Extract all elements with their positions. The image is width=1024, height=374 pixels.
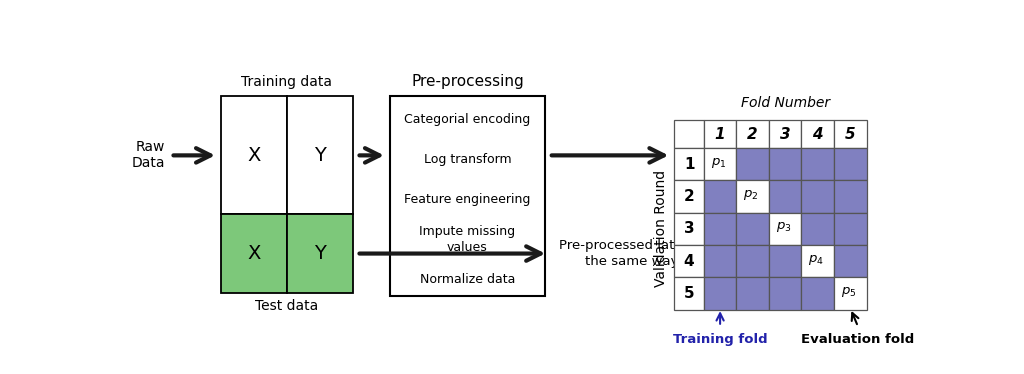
Bar: [736, 120, 769, 148]
Bar: [736, 278, 769, 310]
Text: Pre-processed later in
the same way: Pre-processed later in the same way: [559, 239, 705, 268]
Bar: [834, 180, 866, 213]
Text: 5: 5: [845, 127, 856, 142]
Text: Test data: Test data: [255, 299, 318, 313]
Bar: [769, 278, 802, 310]
Bar: [802, 213, 834, 245]
Bar: [675, 245, 703, 278]
Text: Raw
Data: Raw Data: [132, 140, 165, 171]
Text: Evaluation fold: Evaluation fold: [802, 333, 914, 346]
Bar: [736, 245, 769, 278]
Bar: [221, 96, 287, 214]
Text: Training fold: Training fold: [673, 333, 767, 346]
Bar: [802, 120, 834, 148]
Text: $p_4$: $p_4$: [808, 252, 824, 267]
Bar: [675, 213, 703, 245]
Text: 2: 2: [748, 127, 758, 142]
Text: 1: 1: [684, 157, 694, 172]
Bar: [703, 120, 736, 148]
Bar: [834, 245, 866, 278]
Text: $p_1$: $p_1$: [711, 156, 726, 170]
Bar: [834, 213, 866, 245]
Bar: [287, 96, 352, 214]
Text: 3: 3: [780, 127, 791, 142]
Text: Categorial encoding: Categorial encoding: [404, 113, 530, 126]
Bar: [736, 180, 769, 213]
Bar: [802, 278, 834, 310]
Text: 2: 2: [684, 189, 694, 204]
Bar: [221, 214, 287, 293]
Bar: [834, 278, 866, 310]
Text: $p_5$: $p_5$: [841, 285, 856, 299]
Bar: [834, 120, 866, 148]
Text: 4: 4: [812, 127, 823, 142]
Text: Training data: Training data: [242, 75, 333, 89]
Text: Impute missing
values: Impute missing values: [420, 226, 515, 254]
Bar: [390, 96, 545, 296]
Bar: [769, 120, 802, 148]
Bar: [703, 245, 736, 278]
Bar: [769, 180, 802, 213]
Bar: [703, 180, 736, 213]
Text: X: X: [247, 244, 261, 263]
Bar: [769, 213, 802, 245]
Text: 5: 5: [684, 286, 694, 301]
Text: 3: 3: [684, 221, 694, 236]
Bar: [703, 213, 736, 245]
Text: X: X: [247, 146, 261, 165]
Bar: [703, 278, 736, 310]
Text: Normalize data: Normalize data: [420, 273, 515, 286]
Text: 1: 1: [715, 127, 725, 142]
Bar: [769, 245, 802, 278]
Bar: [802, 245, 834, 278]
Text: Fold Number: Fold Number: [740, 96, 829, 110]
Bar: [675, 120, 703, 148]
Bar: [834, 148, 866, 180]
Bar: [675, 278, 703, 310]
Bar: [802, 180, 834, 213]
Bar: [736, 213, 769, 245]
Text: Y: Y: [314, 146, 326, 165]
Text: Log transform: Log transform: [424, 153, 511, 166]
Text: Validation Round: Validation Round: [654, 170, 669, 288]
Bar: [287, 214, 352, 293]
Bar: [736, 148, 769, 180]
Text: $p_3$: $p_3$: [776, 220, 792, 234]
Bar: [769, 148, 802, 180]
Bar: [703, 148, 736, 180]
Bar: [802, 148, 834, 180]
Text: Feature engineering: Feature engineering: [404, 193, 530, 206]
Text: Pre-processing: Pre-processing: [411, 74, 524, 89]
Text: 4: 4: [684, 254, 694, 269]
Text: Y: Y: [314, 244, 326, 263]
Bar: [675, 148, 703, 180]
Text: $p_2$: $p_2$: [743, 188, 759, 202]
Bar: [675, 180, 703, 213]
